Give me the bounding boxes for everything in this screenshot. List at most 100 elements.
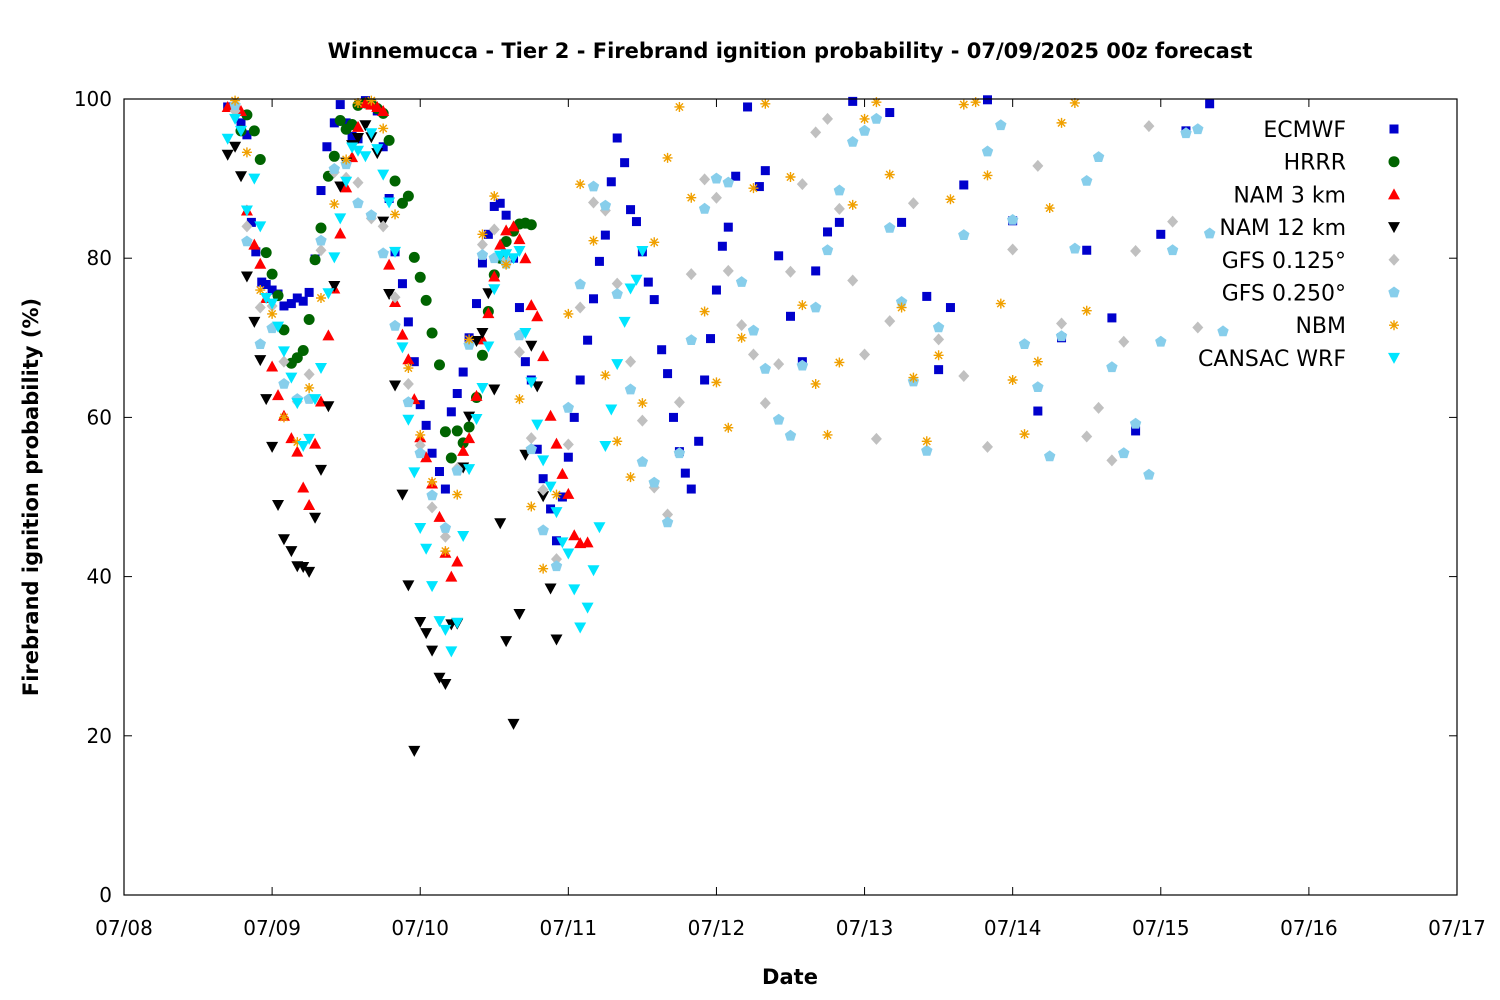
series-3: [221, 120, 563, 757]
data-point: [884, 169, 895, 180]
data-point: [797, 300, 808, 311]
data-point: [359, 151, 372, 163]
data-point: [241, 147, 252, 158]
data-point: [414, 447, 426, 459]
data-point: [1203, 227, 1216, 239]
x-tick-label: 07/13: [836, 916, 894, 940]
data-point: [513, 246, 526, 258]
data-point: [440, 484, 450, 494]
data-point: [365, 209, 378, 221]
data-point: [700, 375, 710, 385]
data-point: [445, 570, 458, 582]
data-point: [1033, 406, 1043, 416]
data-point: [285, 372, 298, 384]
data-point: [1069, 97, 1080, 108]
data-point: [1082, 245, 1092, 255]
data-point: [341, 118, 351, 128]
data-point: [884, 315, 896, 328]
data-point: [378, 142, 388, 152]
data-point: [408, 467, 421, 479]
data-point: [537, 491, 550, 503]
data-point: [544, 481, 557, 493]
data-point: [649, 237, 660, 248]
data-point: [248, 316, 261, 328]
data-point: [722, 264, 734, 277]
data-point: [248, 238, 261, 250]
x-tick-label: 07/12: [688, 916, 746, 940]
data-point: [420, 451, 433, 463]
data-point: [414, 271, 426, 283]
data-point: [266, 298, 279, 310]
data-point: [303, 498, 316, 510]
x-tick-label: 07/08: [95, 916, 153, 940]
data-point: [519, 252, 532, 264]
data-point: [668, 412, 678, 422]
data-point: [457, 444, 470, 456]
data-point: [286, 299, 296, 309]
data-point: [434, 467, 444, 477]
data-point: [625, 472, 636, 483]
data-point: [1055, 330, 1068, 342]
y-tick-label: 0: [99, 883, 112, 907]
data-point: [785, 172, 796, 183]
data-point: [272, 389, 285, 401]
data-point: [433, 672, 446, 684]
data-point: [1056, 117, 1067, 128]
data-point: [537, 483, 549, 496]
data-point: [747, 324, 760, 336]
data-point: [680, 468, 690, 478]
data-point: [624, 283, 637, 295]
data-point: [240, 205, 253, 217]
data-point: [531, 419, 544, 431]
legend-marker: [1388, 188, 1400, 200]
data-point: [513, 346, 525, 359]
data-point: [698, 202, 711, 214]
data-point: [525, 219, 537, 231]
data-point: [427, 448, 437, 458]
data-point: [476, 238, 488, 251]
data-point: [472, 299, 482, 309]
data-point: [870, 432, 882, 445]
data-point: [277, 346, 290, 358]
data-point: [482, 307, 495, 319]
data-point: [359, 120, 372, 132]
data-point: [525, 443, 537, 455]
data-point: [1081, 305, 1092, 316]
data-point: [981, 145, 994, 157]
data-point: [415, 400, 425, 410]
data-point: [334, 114, 346, 126]
legend: ECMWF HRRR NAM 3 km NAM 12 km GFS 0.125° GFS …: [1198, 118, 1400, 372]
data-point: [859, 113, 870, 124]
data-point: [463, 421, 475, 433]
data-point: [1032, 356, 1043, 367]
data-point: [279, 301, 289, 311]
data-point: [544, 583, 557, 595]
data-point: [612, 133, 622, 143]
axis-ticks: 07/08 07/09 07/10 07/11 07/12 07/13 07/14 07/15…: [74, 87, 1486, 940]
data-point: [514, 394, 525, 405]
data-point: [525, 377, 538, 389]
data-point: [426, 645, 439, 657]
data-point: [315, 293, 326, 303]
data-point: [626, 205, 636, 215]
data-point: [328, 252, 341, 264]
data-point: [396, 328, 409, 340]
data-point: [569, 412, 579, 422]
x-tick-label: 07/14: [984, 916, 1042, 940]
data-point: [520, 357, 530, 367]
data-point: [1007, 243, 1019, 256]
data-point: [594, 256, 604, 266]
data-point: [292, 437, 303, 448]
data-point: [1192, 123, 1204, 135]
data-point: [229, 113, 242, 125]
data-point: [329, 199, 340, 210]
data-point: [255, 285, 266, 296]
data-point: [415, 429, 426, 440]
data-point: [717, 241, 727, 251]
data-point: [1192, 321, 1204, 334]
data-point: [981, 440, 993, 453]
legend-entry-label: NAM 3 km: [1233, 183, 1346, 208]
data-point: [396, 342, 409, 354]
data-point: [958, 229, 970, 240]
data-point: [810, 378, 821, 389]
